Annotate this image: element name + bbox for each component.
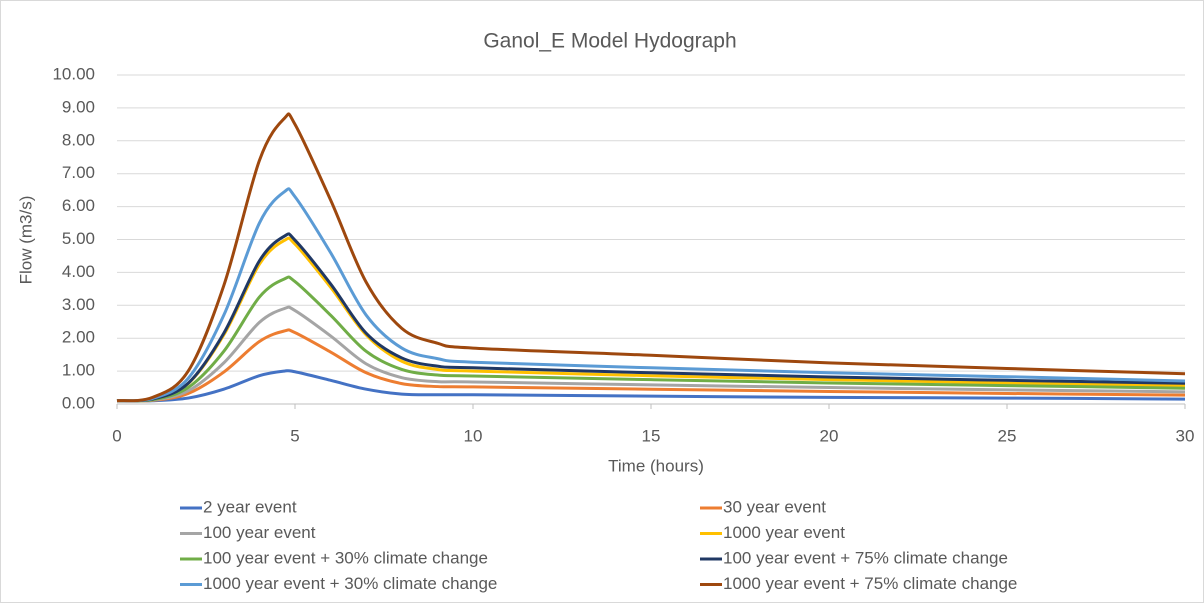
x-tick-label: 15	[642, 426, 661, 445]
series-line	[116, 369, 1186, 403]
y-tick-label: 2.00	[62, 328, 95, 347]
x-tick-label: 10	[464, 426, 483, 445]
y-tick-label: 1.00	[62, 361, 95, 380]
series-line	[116, 232, 1186, 403]
series-line	[116, 275, 1186, 403]
series-line	[116, 187, 1186, 403]
legend-label: 1000 year event + 30% climate change	[203, 574, 497, 593]
y-tick-label: 8.00	[62, 130, 95, 149]
legend-label: 100 year event + 30% climate change	[203, 548, 488, 567]
x-tick-label: 20	[820, 426, 839, 445]
x-tick-label: 0	[112, 426, 121, 445]
y-tick-label: 6.00	[62, 196, 95, 215]
legend-label: 2 year event	[203, 497, 297, 516]
y-tick-label: 5.00	[62, 229, 95, 248]
y-tick-label: 9.00	[62, 97, 95, 116]
chart-title: Ganol_E Model Hydograph	[483, 30, 736, 53]
legend-label: 100 year event	[203, 523, 316, 542]
legend-label: 30 year event	[723, 497, 826, 516]
y-tick-label: 10.00	[52, 64, 95, 83]
y-tick-label: 7.00	[62, 163, 95, 182]
series-line	[116, 112, 1186, 403]
series-line	[116, 328, 1186, 403]
y-tick-label: 0.00	[62, 393, 95, 412]
series-line	[116, 305, 1186, 403]
x-tick-label: 30	[1176, 426, 1195, 445]
y-tick-label: 4.00	[62, 262, 95, 281]
legend-label: 100 year event + 75% climate change	[723, 548, 1008, 567]
x-tick-label: 25	[998, 426, 1017, 445]
y-axis-label: Flow (m3/s)	[16, 196, 35, 285]
legend-label: 1000 year event	[723, 523, 845, 542]
y-tick-label: 3.00	[62, 295, 95, 314]
x-tick-label: 5	[290, 426, 299, 445]
legend-label: 1000 year event + 75% climate change	[723, 574, 1017, 593]
x-axis-label: Time (hours)	[608, 456, 704, 475]
